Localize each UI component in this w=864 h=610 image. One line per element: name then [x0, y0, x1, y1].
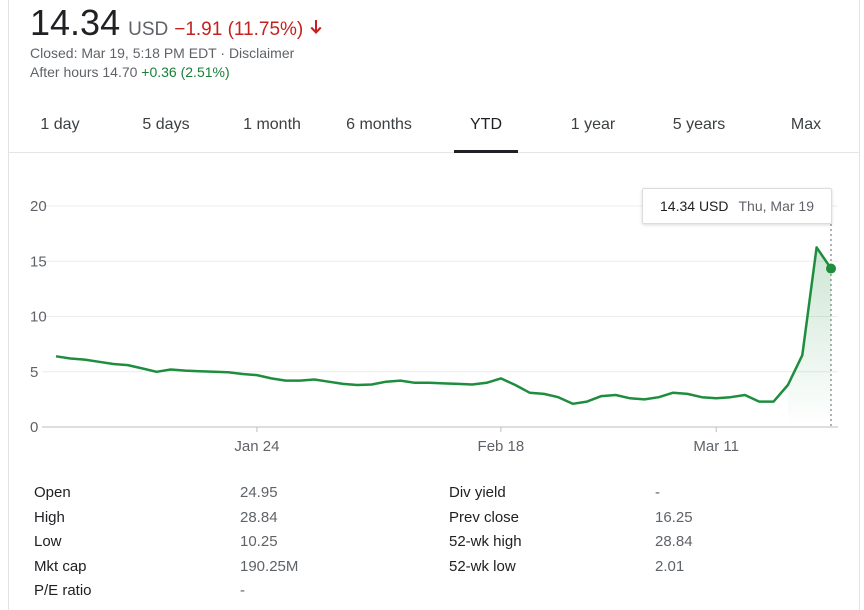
stat-label: Prev close [449, 509, 520, 526]
stat-label: High [34, 509, 65, 526]
x-axis-ticks: Jan 24 Feb 18 Mar 11 [234, 427, 739, 455]
stat-value: - [240, 582, 245, 599]
stat-label: P/E ratio [34, 582, 92, 599]
series-line [55, 246, 833, 406]
stat-label: Low [34, 533, 62, 550]
closed-status: Closed: Mar 19, 5:18 PM EDT · Disclaimer [30, 45, 294, 61]
chart-gridlines [42, 205, 838, 428]
stat-value: - [655, 484, 660, 501]
y-tick-label: 15 [30, 253, 47, 270]
tab-6-months[interactable]: 6 months [346, 116, 412, 133]
tab-1-month[interactable]: 1 month [243, 116, 301, 133]
arrow-down-icon [309, 19, 323, 40]
range-tabs: 1 day 5 days 1 month 6 months YTD 1 year… [9, 98, 859, 153]
tooltip-date: Thu, Mar 19 [738, 198, 814, 214]
price-currency: USD [128, 19, 169, 40]
stat-label: Div yield [449, 484, 506, 501]
price-tooltip: 14.34 USD Thu, Mar 19 [642, 188, 832, 224]
y-tick-label: 10 [30, 309, 47, 326]
tab-max[interactable]: Max [790, 116, 822, 133]
stat-label: 52-wk high [449, 533, 522, 550]
x-tick-label: Mar 11 [693, 438, 739, 455]
x-tick-label: Jan 24 [234, 438, 279, 455]
stat-label: 52-wk low [449, 558, 516, 575]
tab-5-days[interactable]: 5 days [142, 116, 190, 133]
price-header: 14.34 USD −1.91 (11.75%) [30, 2, 323, 46]
tab-ytd[interactable]: YTD [454, 98, 518, 153]
y-axis-ticks: 0 5 10 15 20 [30, 198, 47, 436]
hover-point [826, 263, 836, 274]
tooltip-price: 14.34 USD [660, 198, 729, 214]
closed-text: Closed: Mar 19, 5:18 PM EDT · [30, 45, 229, 61]
current-price: 14.34 [30, 2, 121, 43]
stat-value: 2.01 [655, 558, 685, 575]
x-tick-label: Feb 18 [478, 438, 525, 455]
stat-label: Open [34, 484, 71, 501]
stat-value: 10.25 [240, 533, 278, 550]
disclaimer-link[interactable]: Disclaimer [228, 45, 295, 61]
y-tick-label: 20 [30, 198, 47, 215]
stock-card [8, 0, 860, 610]
after-hours-label: After hours 14.70 [30, 64, 138, 80]
after-hours: After hours 14.70 +0.36 (2.51%) [30, 64, 230, 80]
stat-value: 28.84 [655, 533, 693, 550]
after-hours-change: +0.36 (2.51%) [141, 64, 230, 80]
price-change: −1.91 (11.75%) [174, 19, 304, 40]
stat-value: 24.95 [240, 484, 278, 501]
stat-value: 190.25M [240, 558, 299, 575]
y-tick-label: 0 [30, 419, 38, 436]
stat-value: 16.25 [655, 509, 693, 526]
stat-value: 28.84 [240, 509, 278, 526]
tab-1-year[interactable]: 1 year [570, 116, 616, 133]
series-area-fill [787, 247, 831, 427]
stat-label: Mkt cap [34, 558, 87, 575]
tab-5-years[interactable]: 5 years [672, 116, 726, 133]
y-tick-label: 5 [30, 364, 38, 381]
tab-1-day[interactable]: 1 day [40, 116, 80, 133]
price-chart[interactable]: 0 5 10 15 20 Jan 24 Feb 18 Mar 11 [0, 180, 864, 470]
